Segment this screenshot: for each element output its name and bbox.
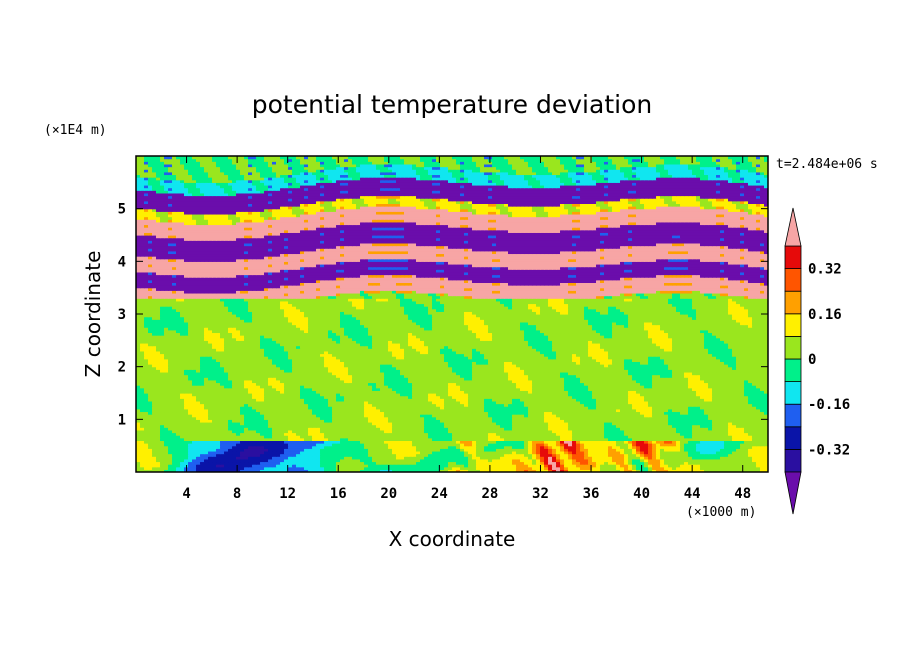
chart-title: potential temperature deviation xyxy=(252,90,652,119)
time-label: t=2.484e+06 s xyxy=(776,157,878,172)
y-unit-label: (×1E4 m) xyxy=(44,123,107,138)
contour-plot-area xyxy=(136,156,769,473)
